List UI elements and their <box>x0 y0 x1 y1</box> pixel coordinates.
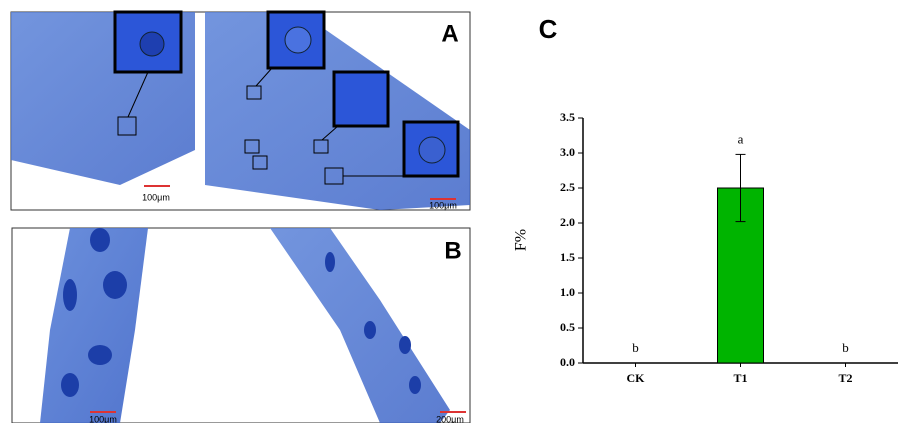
y-axis-label: F% <box>513 229 530 251</box>
cell <box>90 228 110 252</box>
arrow <box>127 71 149 118</box>
cell <box>418 136 446 164</box>
box <box>313 139 329 154</box>
x-tick-label: T1 <box>733 371 747 385</box>
cell <box>364 321 376 339</box>
significance-label: b <box>842 340 849 355</box>
panel-a: 100μm 100μm A <box>10 10 471 211</box>
scale-label: 100μm <box>142 192 170 202</box>
tissue <box>270 228 450 423</box>
panel-label: B <box>444 237 461 264</box>
cell <box>284 26 312 54</box>
y-tick-label: 2.0 <box>560 215 575 229</box>
scale-label: 100μm <box>89 414 117 423</box>
cell <box>399 336 411 354</box>
y-tick-label: 0.5 <box>560 320 575 334</box>
arrow <box>255 67 273 87</box>
box <box>246 85 262 100</box>
cell <box>61 373 79 397</box>
y-tick-label: 1.0 <box>560 285 575 299</box>
box <box>244 139 260 154</box>
cell <box>88 345 112 365</box>
arrow <box>321 125 339 141</box>
inset <box>332 70 390 128</box>
cell <box>103 271 127 299</box>
cell <box>63 279 77 311</box>
box <box>252 155 268 170</box>
cell <box>325 252 335 272</box>
y-tick-label: 1.5 <box>560 250 575 264</box>
scale-label: 200μm <box>436 414 464 423</box>
panel-b: 100μm 200μm B <box>11 227 471 423</box>
y-tick-label: 0.0 <box>560 355 575 369</box>
panel-label: A <box>441 20 458 47</box>
y-tick-label: 3.0 <box>560 145 575 159</box>
y-tick-label: 2.5 <box>560 180 575 194</box>
x-tick-label: T2 <box>838 371 852 385</box>
cell <box>409 376 421 394</box>
scale-label: 100μm <box>429 200 457 210</box>
box <box>117 116 137 136</box>
x-tick-label: CK <box>627 371 646 385</box>
cell <box>139 31 165 57</box>
significance-label: b <box>632 340 639 355</box>
panel-label: C <box>539 14 558 44</box>
significance-label: a <box>738 131 744 146</box>
y-tick-label: 3.5 <box>560 110 575 124</box>
bar-chart: C F% 0.0 0.5 1.0 1.5 2.0 2.5 3.0 3.5 CK b T1 a T2 b <box>513 14 898 385</box>
